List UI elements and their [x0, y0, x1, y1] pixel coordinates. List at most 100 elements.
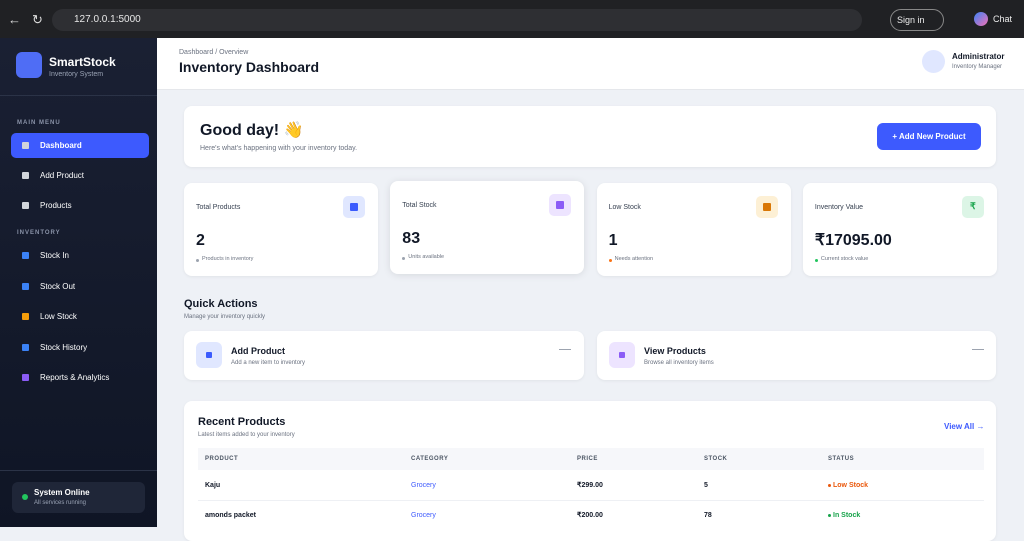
- nav-item[interactable]: Low Stock: [11, 304, 149, 329]
- stat-label: Total Products: [196, 204, 241, 211]
- stat-dot: [814, 259, 818, 262]
- stat-note: Needs attention: [614, 256, 654, 262]
- stat-card: Low Stock 1 Needs attention: [596, 183, 791, 276]
- stat-dot: [196, 259, 199, 262]
- nav-text: Stock In: [40, 251, 69, 260]
- cell: Kaju: [205, 482, 221, 489]
- action-icon: [609, 342, 635, 368]
- action-arrow: [559, 349, 571, 350]
- stat-note: Units available: [408, 254, 445, 260]
- column-header: STATUS: [828, 456, 855, 462]
- nav-item[interactable]: Add Product: [11, 163, 149, 188]
- cell: ₹200.00: [577, 512, 603, 519]
- welcome-card: Good day! 👋 Here's what's happening with…: [184, 106, 996, 167]
- section-title: Quick Actions: [184, 298, 258, 310]
- nav-text: Stock History: [40, 342, 88, 352]
- nav-item[interactable]: Dashboard: [11, 133, 149, 158]
- status-dot: [828, 514, 831, 517]
- nav-item[interactable]: Stock In: [11, 243, 149, 268]
- avatar[interactable]: [922, 50, 945, 73]
- nav-text: Dashboard: [40, 141, 82, 150]
- nav-text: Products: [40, 201, 72, 210]
- status-title: System Online: [34, 488, 90, 497]
- nav-icon: [22, 282, 29, 290]
- url: 127.0.0.1:5000: [74, 14, 141, 25]
- recent-subtitle: Latest items added to your inventory: [198, 432, 295, 438]
- cell: Low Stock: [833, 482, 869, 489]
- nav-icon: [22, 202, 29, 209]
- address-bar[interactable]: 127.0.0.1:5000: [52, 9, 862, 31]
- stat-label: Inventory Value: [814, 204, 864, 211]
- nav-item[interactable]: Stock History: [11, 335, 149, 360]
- action-glyph: [619, 352, 625, 358]
- stat-dot: [402, 257, 406, 260]
- status-note: All services running: [34, 500, 87, 506]
- action-card[interactable]: View Products Browse all inventory items: [597, 331, 996, 380]
- view-all[interactable]: View All →: [944, 422, 985, 431]
- cell: Grocery: [411, 482, 436, 489]
- sign-in[interactable]: Sign in: [890, 9, 944, 31]
- stat-value: 83: [402, 230, 421, 247]
- browser-bar: ← ↻ 127.0.0.1:5000 Sign in Chat: [0, 0, 1024, 38]
- stat-value: ₹17095.00: [814, 232, 892, 249]
- cell: Grocery: [411, 512, 436, 519]
- breadcrumb: Dashboard / Overview: [179, 49, 249, 56]
- chat[interactable]: Chat: [993, 14, 1013, 24]
- nav-text: Low Stock: [40, 312, 77, 322]
- stat-value: 2: [196, 232, 205, 249]
- nav-text: Stock Out: [40, 281, 76, 291]
- stat-card: Inventory Value ₹ ₹17095.00 Current stock v…: [802, 183, 997, 276]
- back[interactable]: ←: [8, 12, 21, 27]
- chat-icon[interactable]: [974, 12, 988, 26]
- stat-icon: [755, 196, 778, 218]
- action-icon: [196, 342, 222, 368]
- column-header: CATEGORY: [411, 456, 449, 462]
- stat-label: Total Stock: [402, 202, 437, 209]
- add-product-button[interactable]: + Add New Product: [877, 123, 981, 150]
- stat-icon: ₹: [961, 196, 984, 218]
- cell: In Stock: [833, 512, 861, 519]
- welcome-title: Good day! 👋: [200, 122, 304, 139]
- stat-icon-glyph: [762, 203, 771, 211]
- stat-icon: [343, 196, 365, 218]
- stat-note: Current stock value: [820, 256, 869, 262]
- cell: amonds packet: [205, 512, 256, 519]
- sign-in-text: Sign in: [897, 15, 925, 25]
- sidebar: SmartStock Inventory System System Onlin…: [0, 38, 157, 527]
- tagline: Inventory System: [49, 71, 104, 78]
- action-glyph: [206, 352, 212, 358]
- brand-icon: [16, 52, 42, 78]
- table-header: [198, 448, 984, 470]
- reload[interactable]: ↻: [32, 12, 43, 27]
- user-name: Administrator: [952, 52, 1005, 61]
- section-subtitle: Manage your inventory quickly: [184, 314, 266, 320]
- action-title: Add Product: [231, 346, 285, 356]
- column-header: PRODUCT: [205, 456, 239, 462]
- action-card[interactable]: Add Product Add a new item to inventory: [184, 331, 584, 380]
- divider: [0, 470, 157, 471]
- stat-dot: [608, 259, 612, 262]
- cell: ₹299.00: [577, 482, 603, 489]
- stat-label: Low Stock: [608, 204, 641, 211]
- stat-card: Total Products 2 Products in inventory: [184, 183, 378, 276]
- brand: SmartStock: [49, 55, 116, 69]
- stat-icon: [549, 194, 572, 216]
- welcome-subtitle: Here's what's happening with your invent…: [200, 145, 358, 152]
- stat-value: 1: [608, 232, 618, 249]
- action-title: View Products: [644, 346, 706, 356]
- header: Dashboard / Overview Inventory Dashboard…: [157, 38, 1024, 90]
- nav-item[interactable]: Stock Out: [11, 274, 149, 299]
- nav-item[interactable]: Reports & Analytics: [11, 365, 149, 390]
- nav-text: Reports & Analytics: [40, 373, 110, 383]
- divider: [0, 95, 157, 96]
- nav-icon: [22, 313, 29, 321]
- nav-item[interactable]: Products: [11, 193, 149, 218]
- nav-icon: [22, 343, 29, 351]
- stat-icon-glyph: [350, 203, 358, 211]
- page-title: Inventory Dashboard: [179, 59, 320, 75]
- status-box: System Online All services running: [12, 482, 145, 513]
- row-divider: [198, 500, 984, 501]
- nav-icon: [22, 374, 29, 382]
